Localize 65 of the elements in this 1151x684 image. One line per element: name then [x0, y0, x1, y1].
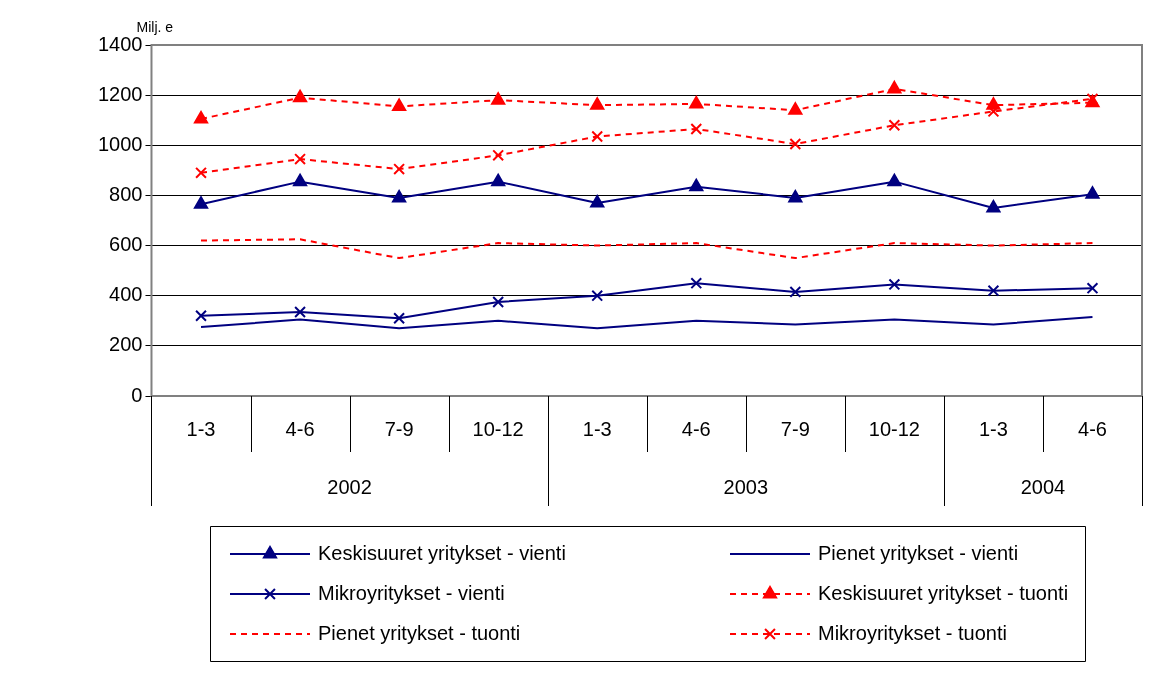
point	[788, 189, 803, 203]
point	[789, 286, 802, 298]
point	[591, 130, 604, 143]
point	[690, 277, 703, 290]
x-tick-label: 10-12	[472, 417, 524, 440]
point	[195, 166, 207, 179]
x-tick-label: 4-6	[285, 417, 315, 440]
point	[491, 173, 506, 187]
point	[392, 98, 407, 111]
legend-label: Mikroyritykset - vienti	[318, 581, 505, 604]
x-tick-label: 1-3	[186, 417, 216, 440]
y-tick-label: 0	[131, 383, 143, 406]
y-tick-label: 1200	[97, 82, 143, 105]
point	[689, 95, 704, 109]
point	[987, 284, 1000, 297]
line-series	[200, 238, 1094, 260]
point	[195, 309, 207, 322]
y-tick-label: 800	[109, 182, 143, 205]
point	[294, 306, 307, 318]
y-tick-label: 600	[109, 233, 143, 256]
point	[1085, 186, 1100, 199]
x-tick-label: 4-6	[1078, 417, 1107, 440]
x-tick-label: 7-9	[384, 417, 414, 440]
legend-label: Pienet yritykset - vienti	[818, 541, 1019, 564]
point	[491, 92, 506, 105]
point	[788, 102, 803, 115]
point	[393, 312, 406, 325]
point	[986, 199, 1001, 213]
point	[1086, 282, 1099, 295]
x-tick-label: 1-3	[582, 417, 612, 440]
point	[193, 110, 209, 124]
point	[690, 123, 703, 135]
point	[590, 97, 605, 110]
legend-label: Keskisuuret yritykset - vienti	[318, 541, 566, 564]
point	[887, 173, 902, 187]
point	[590, 194, 605, 208]
legend-label: Pienet yritykset - tuonti	[318, 621, 521, 644]
point	[789, 138, 802, 150]
point	[294, 153, 307, 166]
y-tick-label: 400	[109, 283, 143, 306]
point	[293, 89, 308, 103]
y-tick-label: 1000	[97, 132, 143, 155]
x-tick-label: 10-12	[868, 417, 920, 440]
point	[392, 189, 407, 203]
legend-label: Mikroyritykset - tuonti	[818, 621, 1007, 644]
point	[492, 149, 505, 162]
point	[888, 119, 901, 132]
text: 2004	[1020, 475, 1066, 498]
point	[887, 80, 902, 94]
x-tick-label: 1-3	[978, 417, 1008, 440]
x-tick-label: 4-6	[681, 417, 711, 440]
point	[492, 296, 505, 308]
point	[393, 163, 406, 176]
text: 2003	[723, 475, 769, 498]
point	[888, 278, 901, 291]
y-tick-label: 200	[109, 333, 143, 356]
x-tick-label: 7-9	[780, 417, 810, 440]
point	[293, 173, 308, 187]
text: 2002	[327, 475, 372, 498]
y-axis-title: Milj. e	[136, 18, 174, 35]
legend-label: Keskisuuret yritykset - tuonti	[818, 581, 1069, 604]
y-tick-label: 1400	[97, 32, 143, 55]
point	[591, 289, 604, 302]
point	[193, 196, 209, 209]
point	[689, 178, 704, 192]
